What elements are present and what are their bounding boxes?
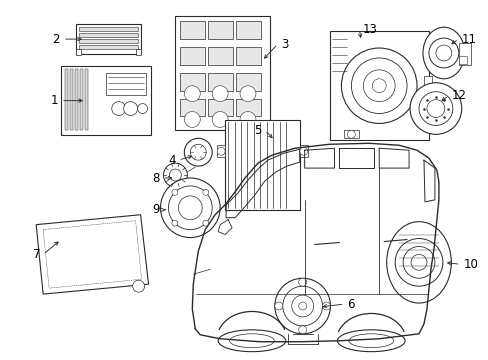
Bar (180, 21, 205, 39)
Circle shape (212, 86, 227, 102)
Circle shape (298, 278, 306, 286)
Circle shape (178, 196, 202, 220)
Circle shape (132, 280, 144, 292)
Circle shape (428, 38, 458, 68)
Bar (79, 27, 137, 31)
Circle shape (322, 302, 330, 310)
Bar (61, 66, 150, 135)
Ellipse shape (348, 334, 393, 348)
Bar (236, 47, 261, 65)
Circle shape (274, 278, 330, 334)
Ellipse shape (422, 27, 464, 79)
Circle shape (184, 86, 200, 102)
Bar (208, 47, 233, 65)
Circle shape (282, 286, 322, 326)
Circle shape (240, 112, 255, 127)
Circle shape (298, 302, 306, 310)
Bar (79, 39, 137, 43)
Bar (180, 99, 205, 117)
Text: 10: 10 (463, 258, 478, 271)
Bar (458, 43, 470, 65)
Bar (208, 73, 233, 91)
Text: 11: 11 (461, 33, 476, 46)
Circle shape (341, 48, 416, 123)
Bar (458, 56, 466, 64)
Circle shape (203, 220, 208, 226)
Text: 8: 8 (152, 171, 159, 185)
Circle shape (394, 239, 442, 286)
Circle shape (351, 58, 406, 113)
Bar (79, 45, 137, 49)
Bar (329, 31, 428, 140)
Circle shape (169, 169, 181, 181)
Bar (175, 16, 269, 130)
Circle shape (240, 86, 255, 102)
Circle shape (410, 255, 426, 270)
Bar (85, 69, 88, 130)
Bar (180, 47, 205, 65)
Bar (76, 49, 81, 55)
Circle shape (163, 163, 187, 187)
Circle shape (160, 178, 220, 238)
Circle shape (363, 70, 394, 102)
Ellipse shape (337, 330, 404, 352)
Circle shape (171, 189, 178, 195)
Circle shape (402, 247, 434, 278)
Circle shape (217, 147, 224, 155)
Bar (65, 69, 68, 130)
Circle shape (168, 186, 212, 230)
Bar (180, 73, 205, 91)
Bar (70, 69, 73, 130)
Circle shape (184, 138, 212, 166)
Ellipse shape (218, 330, 285, 352)
Ellipse shape (229, 334, 274, 348)
Text: 1: 1 (50, 94, 58, 107)
Text: 9: 9 (152, 203, 159, 216)
Circle shape (212, 112, 227, 127)
Bar (208, 21, 233, 39)
Circle shape (418, 92, 452, 125)
Text: 6: 6 (346, 297, 354, 311)
Bar (344, 130, 359, 138)
Circle shape (184, 112, 200, 127)
Text: 3: 3 (280, 37, 287, 50)
Bar (76, 24, 141, 54)
Circle shape (371, 79, 386, 93)
Circle shape (409, 83, 461, 134)
Circle shape (274, 302, 282, 310)
Bar (208, 99, 233, 117)
Text: 12: 12 (451, 89, 466, 102)
Text: 7: 7 (33, 248, 40, 261)
Circle shape (171, 220, 178, 226)
Circle shape (190, 144, 206, 160)
Bar (105, 73, 145, 95)
Circle shape (112, 102, 125, 116)
Bar (135, 49, 141, 55)
Text: 13: 13 (362, 23, 376, 36)
Bar (299, 145, 307, 157)
Text: 2: 2 (52, 33, 60, 46)
Bar (236, 73, 261, 91)
Bar (236, 99, 261, 117)
Circle shape (435, 45, 451, 61)
Text: 5: 5 (254, 124, 262, 137)
Bar (217, 145, 224, 157)
Bar (75, 69, 78, 130)
Bar (79, 33, 137, 37)
Circle shape (298, 326, 306, 334)
Circle shape (299, 147, 307, 155)
Circle shape (137, 104, 147, 113)
Ellipse shape (386, 222, 450, 303)
Bar (236, 21, 261, 39)
Circle shape (346, 130, 355, 138)
Circle shape (291, 295, 313, 317)
Bar (224, 121, 299, 210)
Circle shape (123, 102, 137, 116)
Circle shape (203, 189, 208, 195)
PathPatch shape (36, 215, 148, 294)
Text: 4: 4 (167, 154, 175, 167)
Bar (423, 76, 431, 94)
Bar (80, 69, 83, 130)
Circle shape (426, 100, 444, 117)
